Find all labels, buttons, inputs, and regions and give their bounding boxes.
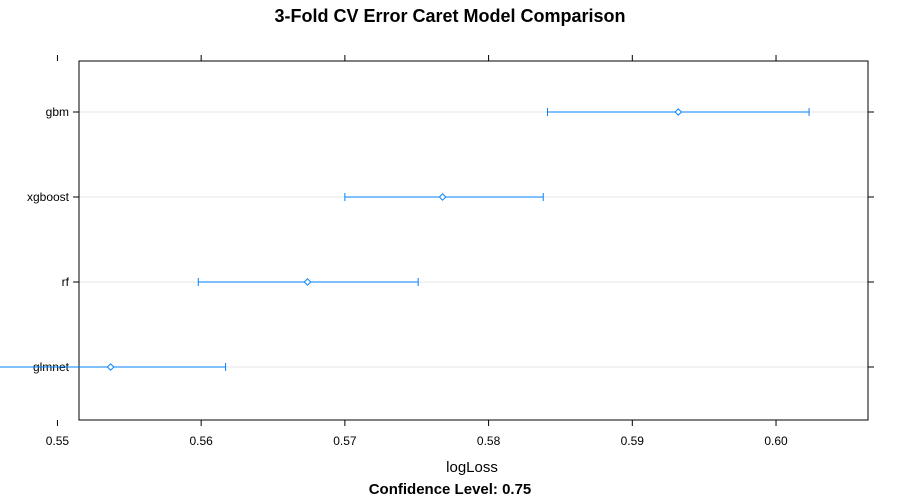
y-tick-label-xgboost: xgboost [27,190,70,204]
x-tick-label: 0.55 [46,434,70,448]
gridlines [79,111,868,368]
point-estimate-gbm [674,108,683,116]
point-estimate-rf [303,278,312,286]
point-estimate-xgboost [438,193,447,201]
x-tick-label: 0.59 [621,434,645,448]
x-tick-label: 0.56 [189,434,213,448]
y-tick-label-gbm: gbm [46,105,69,119]
x-tick-label: 0.57 [333,434,357,448]
x-tick-label: 0.60 [764,434,788,448]
y-tick-label-rf: rf [62,275,70,289]
x-axis-title: logLoss [446,459,498,476]
point-estimate-glmnet [106,363,115,371]
axis-ticks [56,55,874,426]
chart-title: 3-Fold CV Error Caret Model Comparison [274,6,625,26]
x-tick-labels: 0.55 0.56 0.57 0.58 0.59 0.60 [46,434,788,448]
confidence-intervals [0,108,810,371]
confidence-level-subtitle: Confidence Level: 0.75 [369,481,532,498]
x-tick-label: 0.58 [477,434,501,448]
plot-frame [78,60,869,421]
